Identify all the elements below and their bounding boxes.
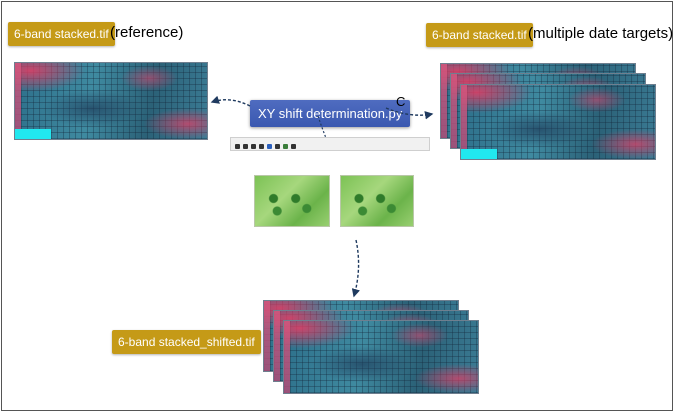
cyan-mask: [461, 149, 497, 159]
zoom-icon[interactable]: [267, 144, 272, 149]
forward-icon[interactable]: [251, 144, 256, 149]
arrow-letter: C: [396, 94, 406, 109]
reference-orthomosaic-image: [14, 62, 208, 140]
reference-note: (reference): [110, 24, 184, 41]
connector-to-plot: [317, 115, 327, 139]
target-file-tag: 6-band stacked.tif: [426, 23, 533, 47]
image-edge: [264, 301, 270, 371]
back-icon[interactable]: [243, 144, 248, 149]
matplotlib-toolbar: [230, 137, 430, 151]
home-icon[interactable]: [235, 144, 240, 149]
target-plot: [340, 175, 414, 227]
arrow-to-target: [385, 107, 434, 120]
target-orthomosaic-image-3: [460, 84, 656, 160]
pan-icon[interactable]: [259, 144, 264, 149]
target-note: (multiple date targets): [528, 25, 674, 42]
reference-file-tag: 6-band stacked.tif: [8, 22, 115, 46]
image-edge: [15, 63, 21, 139]
arrow-to-reference: [210, 95, 251, 107]
image-edge: [451, 74, 457, 148]
image-edge: [274, 311, 280, 381]
arrow-to-output: [351, 239, 360, 298]
edit-curve-icon[interactable]: [283, 144, 288, 149]
image-edge: [461, 85, 467, 159]
cyan-mask: [15, 129, 51, 139]
output-file-tag: 6-band stacked_shifted.tif: [112, 330, 261, 354]
image-edge: [441, 64, 447, 138]
script-box: XY shift determination.py: [250, 100, 411, 127]
image-edge: [284, 321, 290, 393]
save-icon[interactable]: [291, 144, 296, 149]
configure-icon[interactable]: [275, 144, 280, 149]
output-orthomosaic-image-3: [283, 320, 479, 394]
reference-plot: [254, 175, 330, 227]
